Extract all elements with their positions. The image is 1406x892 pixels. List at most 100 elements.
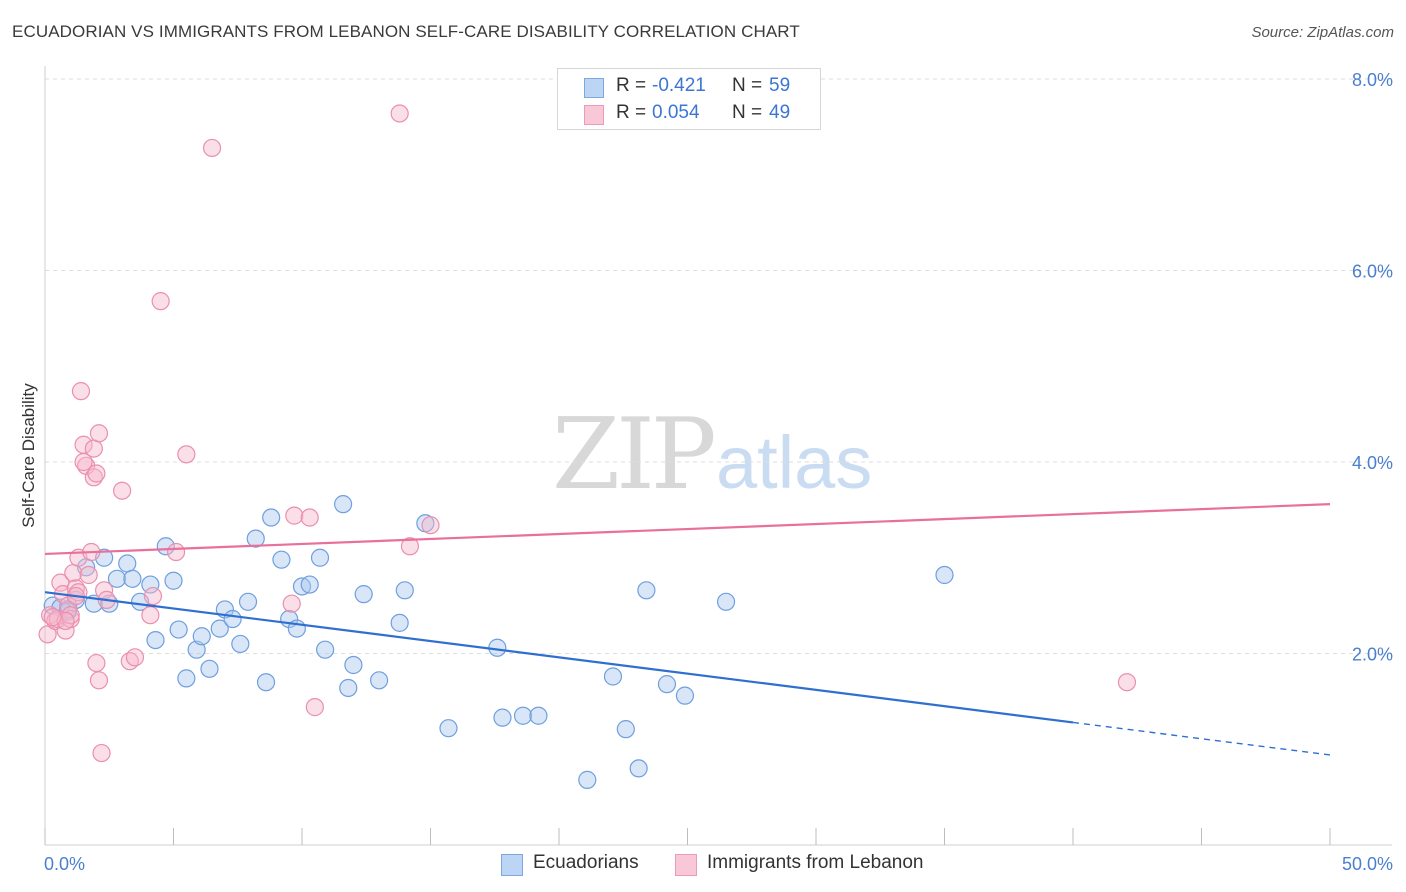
bottom-legend-label: Ecuadorians bbox=[533, 852, 639, 873]
ecuadorian-point bbox=[169, 620, 188, 639]
ecuadorian-point bbox=[716, 592, 736, 611]
y-tick-label: 4.0% bbox=[1352, 453, 1393, 473]
ecuadorian-point bbox=[657, 675, 677, 694]
ecuadorian-point bbox=[334, 495, 353, 514]
lebanon-point bbox=[43, 608, 62, 627]
lebanon-point bbox=[79, 565, 98, 585]
lebanon-point bbox=[89, 671, 109, 690]
legend-swatch-pink bbox=[584, 105, 604, 125]
legend-r-value: 0.054 bbox=[652, 102, 700, 123]
ecuadorian-point bbox=[146, 630, 165, 650]
lebanon-point bbox=[38, 625, 57, 644]
ecuadorian-point bbox=[529, 706, 548, 725]
y-tick-label: 6.0% bbox=[1352, 262, 1393, 282]
lebanon-point bbox=[71, 382, 91, 401]
legend-n-label: N = bbox=[732, 102, 763, 123]
lebanon-point bbox=[112, 481, 132, 500]
ecuadorian-point bbox=[192, 627, 211, 646]
label-layer: 2.0% 4.0% 6.0% 8.0% 0.0% 50.0% Self-Care Disab… bbox=[19, 70, 1393, 874]
lebanon-point bbox=[421, 516, 440, 535]
x-tick-label: 50.0% bbox=[1342, 854, 1393, 874]
lebanon-point bbox=[305, 698, 324, 717]
ecuadorian-point bbox=[603, 667, 623, 686]
correlation-legend: R = -0.421 N = 59 R = 0.054 N = 49 bbox=[557, 68, 821, 130]
ecuadorian-point bbox=[316, 640, 335, 659]
y-axis-label: Self-Care Disability bbox=[19, 383, 38, 528]
ecuadorian-point bbox=[238, 592, 258, 611]
ecuadorian-point bbox=[123, 569, 142, 588]
lebanon-point bbox=[89, 424, 109, 443]
ecuadorian-point bbox=[141, 575, 160, 594]
trend-layer bbox=[44, 503, 1331, 756]
lebanon-point bbox=[74, 452, 93, 472]
legend-n-value: 49 bbox=[769, 102, 791, 123]
lebanon-point bbox=[87, 653, 106, 673]
lebanon-point bbox=[143, 586, 163, 606]
lebanon-point bbox=[300, 508, 319, 527]
lebanon-point bbox=[177, 445, 196, 464]
legend-r-value: -0.421 bbox=[652, 75, 706, 96]
ecuadorian-point bbox=[935, 565, 954, 585]
legend-n-label: N = bbox=[732, 75, 763, 96]
ecuadorian-point bbox=[395, 581, 414, 600]
point-layer bbox=[38, 104, 1137, 789]
chart-title: ECUADORIAN VS IMMIGRANTS FROM LEBANON SE… bbox=[12, 22, 800, 41]
legend-r-label: R = bbox=[616, 75, 647, 96]
watermark-zip: ZIP bbox=[552, 398, 717, 512]
ecuadorian-point bbox=[256, 673, 276, 692]
ecuadorian-point bbox=[637, 581, 656, 600]
ecuadorian-point bbox=[370, 671, 389, 690]
lebanon-point bbox=[61, 606, 80, 625]
lebanon-point bbox=[141, 606, 160, 625]
bottom-legend-swatch-blue bbox=[501, 854, 523, 876]
ecuadorian-point bbox=[493, 708, 512, 727]
source-label: Source: ZipAtlas.com bbox=[1251, 24, 1394, 41]
y-tick-label: 8.0% bbox=[1352, 70, 1393, 90]
lebanon-point bbox=[125, 648, 145, 667]
ecuadorian-point bbox=[262, 508, 281, 527]
ecuadorian-point bbox=[513, 706, 533, 725]
lebanon-point bbox=[87, 464, 106, 483]
lebanon-point bbox=[282, 594, 301, 613]
bottom-legend-swatch-pink bbox=[675, 854, 697, 876]
ecuadorian-point bbox=[578, 770, 597, 789]
lebanon-point bbox=[390, 104, 409, 123]
ecuadorian-point bbox=[439, 719, 458, 738]
ecuadorian-point bbox=[210, 619, 229, 638]
ecuadorian-point bbox=[310, 548, 330, 567]
ecuadorian-point bbox=[354, 585, 373, 604]
lebanon-point bbox=[400, 537, 420, 556]
ecuadorian-point bbox=[344, 655, 363, 675]
ecuadorian-point bbox=[246, 529, 265, 548]
ecuadorian-point bbox=[300, 575, 319, 594]
ecuadorian-point bbox=[107, 569, 127, 588]
ecuadorian-point bbox=[164, 571, 183, 590]
bottom-legend-label: Immigrants from Lebanon bbox=[707, 852, 924, 873]
ecuadorian-trend-extension bbox=[1072, 721, 1331, 756]
ecuadorian-point bbox=[629, 759, 648, 778]
ecuadorian-trend-line bbox=[44, 591, 1074, 724]
legend-n-value: 59 bbox=[769, 75, 791, 96]
lebanon-point bbox=[285, 506, 304, 525]
ecuadorian-point bbox=[339, 678, 358, 698]
ecuadorian-point bbox=[223, 609, 242, 629]
lebanon-point bbox=[166, 542, 186, 562]
ecuadorian-point bbox=[200, 659, 219, 678]
ecuadorian-point bbox=[156, 537, 175, 556]
lebanon-point bbox=[64, 563, 83, 583]
ecuadorian-point bbox=[675, 686, 695, 705]
ecuadorian-point bbox=[118, 554, 137, 573]
ecuadorian-point bbox=[231, 634, 250, 654]
lebanon-point bbox=[202, 138, 222, 158]
legend-swatch-blue bbox=[584, 78, 604, 98]
axis-layer bbox=[44, 66, 1392, 846]
legend-r-label: R = bbox=[616, 102, 647, 123]
lebanon-point bbox=[151, 292, 170, 311]
grid-layer bbox=[45, 78, 1392, 654]
ecuadorian-point bbox=[187, 640, 206, 659]
ecuadorian-point bbox=[616, 720, 635, 739]
ecuadorian-point bbox=[272, 550, 291, 569]
lebanon-point bbox=[92, 743, 111, 763]
ecuadorian-point bbox=[390, 613, 409, 632]
